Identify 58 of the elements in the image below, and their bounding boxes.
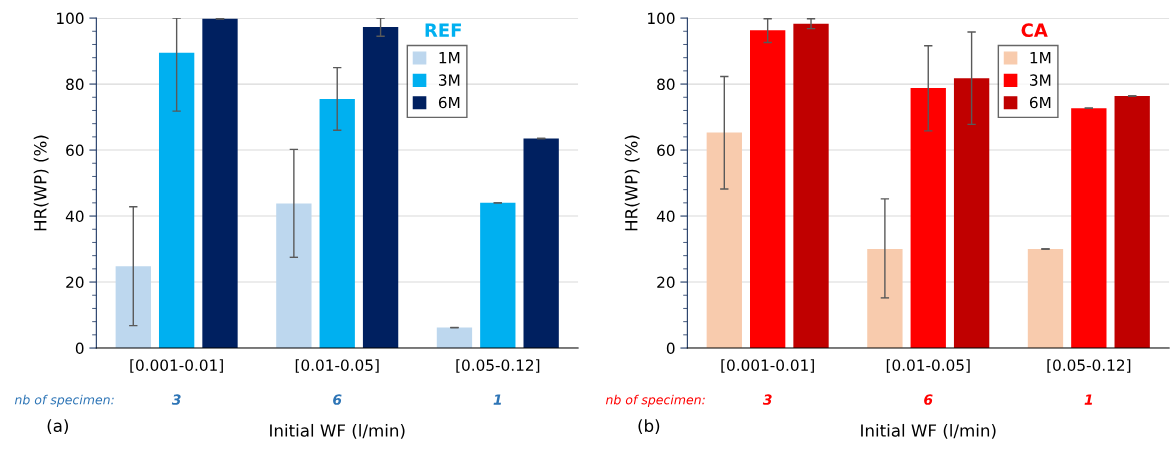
x-tick-label: [0.01-0.05] [295, 359, 379, 373]
bar [750, 30, 786, 349]
text: nb of specimen: [605, 394, 705, 407]
bar [436, 327, 473, 349]
x-axis-title: Initial WF (l/min) [861, 423, 996, 439]
chart-title: REF [425, 23, 461, 37]
bar [706, 132, 742, 349]
text: 6 [333, 394, 342, 405]
bar [867, 249, 903, 349]
y-tick-label: 60 [66, 144, 84, 157]
y-tick-label: 100 [57, 12, 84, 25]
legend-label: 3M [439, 74, 460, 86]
y-tick-label: 80 [66, 78, 84, 91]
x-tick-label: [0.001-0.01] [721, 359, 814, 373]
bar [362, 26, 399, 349]
y-tick-label: 40 [656, 210, 675, 223]
bar [523, 138, 559, 349]
text: 1 [493, 394, 502, 405]
text: 3 [171, 394, 181, 405]
y-tick-label: 20 [66, 276, 84, 289]
bar [158, 52, 195, 349]
text: 3 [762, 394, 772, 405]
x-tick-label: [0.01-0.05] [886, 359, 970, 373]
y-axis-title: HR(WP) (%) [624, 135, 640, 231]
bar [115, 266, 151, 349]
bar [793, 23, 829, 349]
text: (b) [638, 419, 660, 435]
y-tick-label: 0 [666, 342, 675, 355]
x-tick-label: [0.05-0.12] [1047, 359, 1131, 373]
bar [202, 18, 238, 349]
text: 6 [924, 394, 933, 405]
bar [319, 98, 355, 349]
y-tick-label: 80 [657, 78, 675, 91]
x-axis-title: Initial WF (l/min) [270, 423, 405, 439]
y-tick-label: 40 [65, 210, 84, 223]
bar [276, 203, 312, 349]
text: nb of specimen: [14, 394, 114, 407]
legend-label: 6M [438, 96, 460, 109]
bar [910, 88, 946, 349]
legend-label: 1M [439, 52, 460, 64]
text: 1 [1084, 394, 1093, 405]
legend-label: 1M [1030, 52, 1051, 64]
bar [953, 78, 990, 349]
y-tick-label: 0 [75, 342, 84, 355]
legend-label: 6M [1029, 96, 1051, 109]
bar [1027, 249, 1064, 349]
chart-title: CA [1021, 23, 1048, 38]
bar [1114, 95, 1150, 349]
y-tick-label: 20 [657, 276, 675, 289]
y-tick-label: 60 [657, 144, 675, 157]
text: (a) [47, 419, 68, 435]
y-tick-label: 100 [648, 12, 675, 25]
bar [480, 202, 516, 349]
x-tick-label: [0.001-0.01] [130, 359, 223, 373]
bar [1071, 108, 1107, 349]
y-axis-title: HR(WP) (%) [33, 135, 49, 231]
legend-label: 3M [1030, 74, 1051, 86]
x-tick-label: [0.05-0.12] [456, 359, 540, 373]
